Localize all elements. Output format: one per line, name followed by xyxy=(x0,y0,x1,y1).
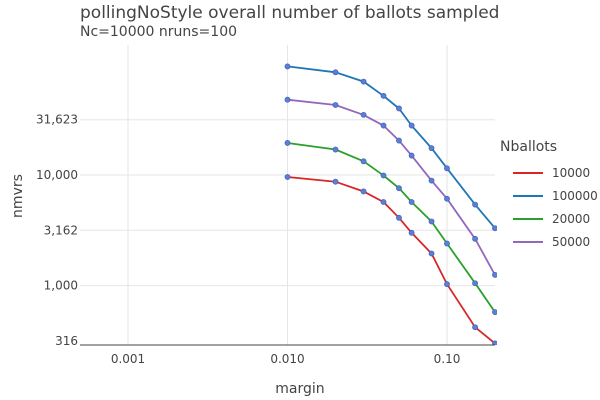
y-tick-label: 1,000 xyxy=(44,279,78,293)
series-line-50000 xyxy=(287,98,496,276)
data-point-100000 xyxy=(472,201,478,208)
data-point-50000 xyxy=(360,111,367,118)
data-point-10000 xyxy=(428,250,435,257)
data-point-20000 xyxy=(428,218,435,225)
x-tick-label: 0.010 xyxy=(270,352,304,366)
data-point-20000 xyxy=(408,199,415,205)
axes: pollingNoStyle overall number of ballots… xyxy=(10,3,499,397)
data-point-20000 xyxy=(284,140,291,146)
data-point-10000 xyxy=(492,340,497,345)
data-point-10000 xyxy=(396,214,402,221)
data-point-100000 xyxy=(444,165,450,172)
data-point-20000 xyxy=(472,280,478,287)
y-tick-label: 10,000 xyxy=(36,168,78,182)
legend-title: Nballots xyxy=(500,139,557,155)
legend: Nballots 10000 100000 20000 50000 xyxy=(500,139,598,249)
data-point-10000 xyxy=(408,229,415,236)
legend-label-100000: 100000 xyxy=(552,189,598,203)
chart-title: pollingNoStyle overall number of ballots… xyxy=(80,3,499,23)
y-axis-title: nmvrs xyxy=(10,174,26,218)
data-point-10000 xyxy=(380,199,387,205)
data-point-100000 xyxy=(492,225,497,232)
data-point-10000 xyxy=(284,174,291,180)
series-layer xyxy=(284,63,497,345)
y-tick-label: 31,623 xyxy=(36,113,78,127)
data-point-100000 xyxy=(284,63,291,70)
data-point-100000 xyxy=(396,105,402,112)
data-point-20000 xyxy=(332,146,339,153)
data-point-20000 xyxy=(360,158,367,165)
data-point-10000 xyxy=(444,281,450,288)
series-line-100000 xyxy=(287,65,496,229)
data-point-20000 xyxy=(444,240,450,247)
data-point-50000 xyxy=(332,102,339,108)
data-point-50000 xyxy=(284,96,291,103)
data-point-20000 xyxy=(492,309,497,316)
data-point-10000 xyxy=(360,188,367,195)
data-point-100000 xyxy=(332,69,339,76)
x-tick-label: 0.10 xyxy=(434,352,461,366)
series-line-10000 xyxy=(287,176,496,345)
data-point-50000 xyxy=(408,152,415,159)
legend-label-20000: 20000 xyxy=(552,212,590,226)
chart-subtitle: Nc=10000 nruns=100 xyxy=(80,24,237,40)
data-point-10000 xyxy=(332,178,339,185)
y-tick-label: 3,162 xyxy=(44,223,78,237)
data-point-20000 xyxy=(380,172,387,179)
data-point-100000 xyxy=(408,122,415,129)
data-point-20000 xyxy=(396,185,402,192)
series-line-20000 xyxy=(287,142,496,313)
data-point-50000 xyxy=(444,195,450,202)
grid-lines xyxy=(80,45,495,345)
x-axis-title: margin xyxy=(275,381,324,397)
data-point-10000 xyxy=(472,324,478,331)
data-point-100000 xyxy=(428,145,435,152)
data-point-50000 xyxy=(396,137,402,144)
data-point-50000 xyxy=(492,271,497,278)
data-point-50000 xyxy=(428,177,435,184)
data-point-100000 xyxy=(360,78,367,85)
data-point-100000 xyxy=(380,92,387,99)
legend-label-50000: 50000 xyxy=(552,235,590,249)
x-tick-label: 0.001 xyxy=(111,352,145,366)
legend-label-10000: 10000 xyxy=(552,166,590,180)
data-point-50000 xyxy=(380,122,387,129)
data-point-50000 xyxy=(472,235,478,242)
y-tick-label: 316 xyxy=(55,334,78,348)
